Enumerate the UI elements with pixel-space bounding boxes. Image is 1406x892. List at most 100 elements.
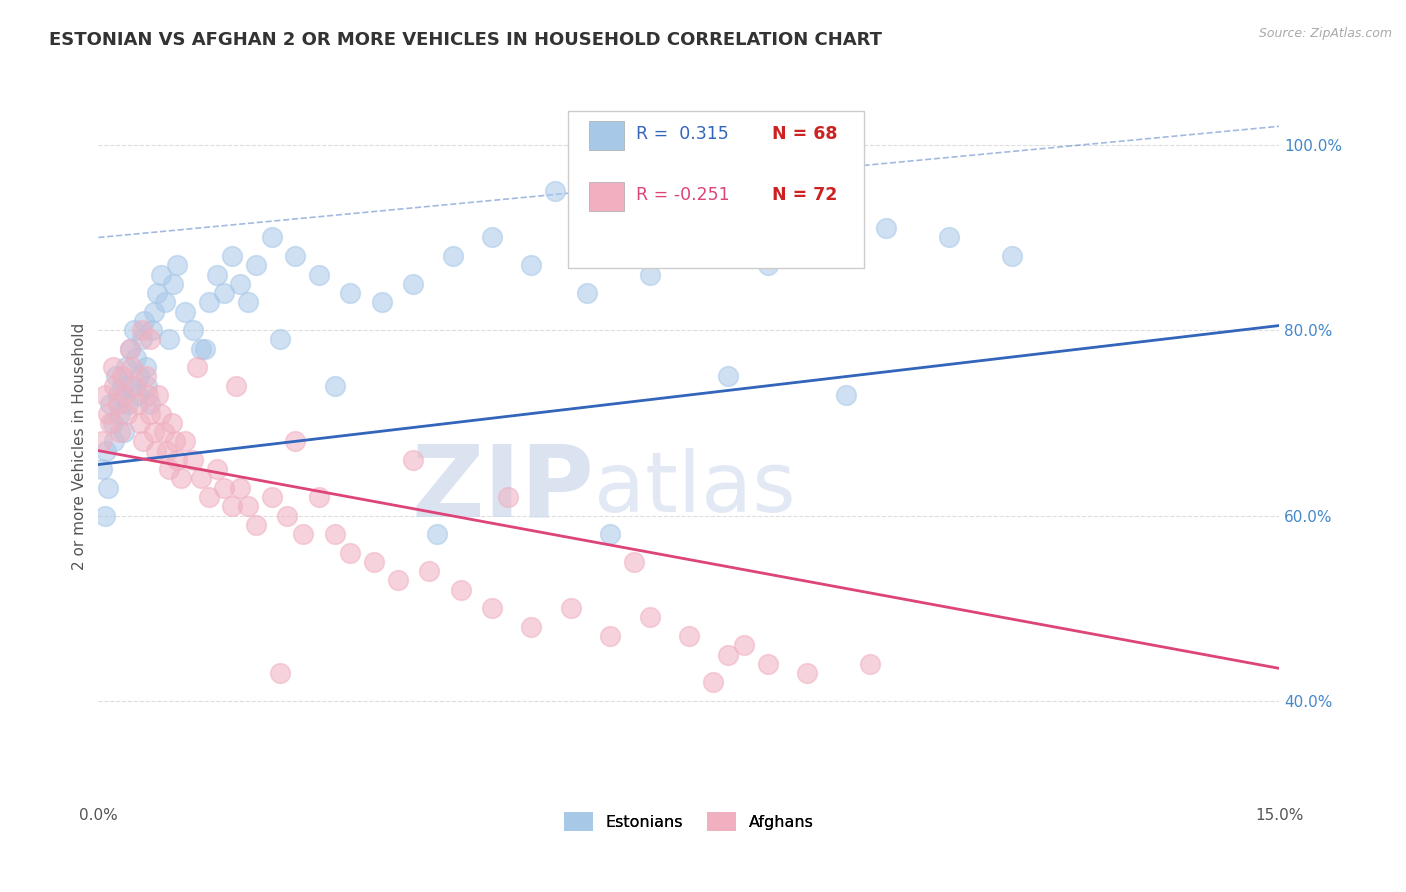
Point xyxy=(111,369,134,384)
Point xyxy=(121,378,143,392)
Point xyxy=(155,295,177,310)
Point xyxy=(402,277,425,291)
Point xyxy=(194,342,217,356)
Point xyxy=(520,258,543,272)
Point xyxy=(166,258,188,272)
Point xyxy=(269,333,291,347)
Point xyxy=(135,369,157,384)
Point xyxy=(796,666,818,681)
Point xyxy=(118,342,141,356)
Point xyxy=(308,268,330,282)
Point xyxy=(150,268,173,282)
Point xyxy=(229,277,252,291)
Y-axis label: 2 or more Vehicles in Household: 2 or more Vehicles in Household xyxy=(72,322,87,570)
Point xyxy=(162,277,184,291)
Point xyxy=(186,360,208,375)
Point xyxy=(131,333,153,347)
Point xyxy=(124,378,146,392)
Point xyxy=(214,481,236,495)
Point xyxy=(560,601,582,615)
Text: R = -0.251: R = -0.251 xyxy=(636,186,730,203)
Point xyxy=(111,378,134,392)
Point xyxy=(371,295,394,310)
Point xyxy=(426,527,449,541)
Point xyxy=(717,369,740,384)
Point xyxy=(122,323,145,337)
Point xyxy=(142,425,165,439)
Point xyxy=(292,527,315,541)
Point xyxy=(150,407,173,421)
Point xyxy=(121,360,143,375)
Text: ESTONIAN VS AFGHAN 2 OR MORE VEHICLES IN HOUSEHOLD CORRELATION CHART: ESTONIAN VS AFGHAN 2 OR MORE VEHICLES IN… xyxy=(49,31,882,49)
Point xyxy=(131,434,153,449)
Point xyxy=(236,295,259,310)
Point xyxy=(308,490,330,504)
Point xyxy=(132,314,155,328)
Point xyxy=(129,416,152,430)
Point xyxy=(115,360,138,375)
Point xyxy=(599,527,621,541)
Text: R =  0.315: R = 0.315 xyxy=(636,125,728,143)
Point xyxy=(138,397,160,411)
Point xyxy=(260,490,283,504)
Point xyxy=(638,610,661,624)
Point xyxy=(146,286,169,301)
Legend: Estonians, Afghans: Estonians, Afghans xyxy=(558,805,820,838)
Point xyxy=(160,416,183,430)
Point xyxy=(163,434,186,449)
Point xyxy=(148,388,170,402)
Point xyxy=(115,407,138,421)
Point xyxy=(112,425,135,439)
Point xyxy=(418,564,440,578)
Point xyxy=(157,333,180,347)
Point xyxy=(229,481,252,495)
Point xyxy=(174,304,197,318)
Point xyxy=(225,378,247,392)
Point xyxy=(1001,249,1024,263)
Point xyxy=(181,323,204,337)
Point xyxy=(575,286,598,301)
Point xyxy=(131,323,153,337)
Point xyxy=(136,388,159,402)
Point xyxy=(441,249,464,263)
Point xyxy=(128,369,150,384)
Point xyxy=(152,425,174,439)
Point xyxy=(284,434,307,449)
Point xyxy=(599,629,621,643)
Point xyxy=(112,388,135,402)
Point xyxy=(170,471,193,485)
Point xyxy=(107,397,129,411)
Point xyxy=(363,555,385,569)
Point xyxy=(101,360,124,375)
Point xyxy=(98,416,121,430)
Point xyxy=(110,425,132,439)
Point xyxy=(623,555,645,569)
Point xyxy=(142,304,165,318)
Point xyxy=(245,517,267,532)
Point xyxy=(117,397,139,411)
Point xyxy=(141,323,163,337)
Point xyxy=(93,388,115,402)
FancyBboxPatch shape xyxy=(589,121,624,150)
Point xyxy=(859,657,882,671)
Point xyxy=(236,500,259,514)
Point xyxy=(91,434,114,449)
Point xyxy=(145,443,167,458)
Text: Source: ZipAtlas.com: Source: ZipAtlas.com xyxy=(1258,27,1392,40)
Text: ZIP: ZIP xyxy=(412,441,595,537)
Point xyxy=(96,443,118,458)
Point xyxy=(875,221,897,235)
Point xyxy=(181,453,204,467)
Point xyxy=(520,620,543,634)
Point xyxy=(269,666,291,681)
Point xyxy=(756,258,779,272)
Point xyxy=(323,527,346,541)
FancyBboxPatch shape xyxy=(589,182,624,211)
Text: N = 72: N = 72 xyxy=(772,186,837,203)
Point xyxy=(174,434,197,449)
Point xyxy=(197,295,219,310)
Point xyxy=(190,471,212,485)
Text: atlas: atlas xyxy=(595,449,796,529)
Point xyxy=(190,342,212,356)
Point xyxy=(496,490,519,504)
